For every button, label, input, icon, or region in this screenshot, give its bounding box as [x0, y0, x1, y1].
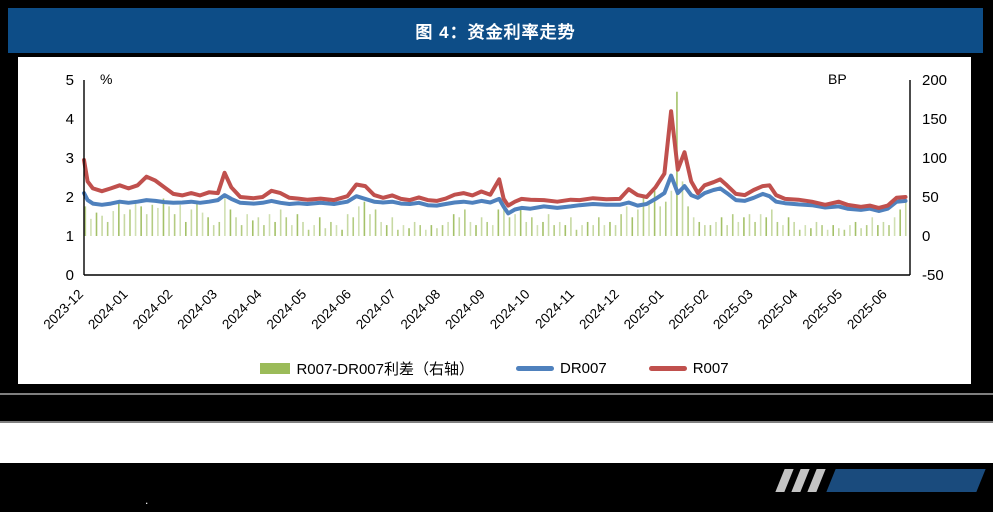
- figure-title: 图 4：资金利率走势: [415, 23, 576, 42]
- svg-text:2025-03: 2025-03: [710, 287, 756, 333]
- svg-text:0: 0: [922, 228, 930, 245]
- svg-text:2024-11: 2024-11: [532, 287, 577, 332]
- r007-line-swatch: [648, 365, 687, 371]
- brand-logo: [775, 469, 986, 492]
- chart-legend: R007-DR007利差（右轴） DR007 R007: [18, 356, 971, 380]
- svg-text:2025-02: 2025-02: [666, 287, 712, 333]
- svg-text:1: 1: [66, 228, 74, 245]
- svg-text:2024-04: 2024-04: [219, 286, 265, 332]
- figure-bottom-separator: [0, 393, 993, 395]
- svg-text:2024-12: 2024-12: [576, 287, 622, 333]
- svg-text:2024-06: 2024-06: [308, 287, 354, 333]
- svg-text:2024-09: 2024-09: [442, 287, 488, 333]
- svg-text:2023-12: 2023-12: [40, 287, 86, 333]
- figure-title-bar: 图 4：资金利率走势: [8, 8, 983, 53]
- svg-text:2024-01: 2024-01: [85, 287, 131, 333]
- svg-text:2025-04: 2025-04: [755, 286, 801, 332]
- legend-label-r007: R007: [692, 359, 729, 377]
- svg-text:4: 4: [66, 111, 74, 128]
- logo-slash-icon: [775, 469, 794, 492]
- svg-text:2024-10: 2024-10: [487, 287, 533, 333]
- logo-slash-icon: [791, 469, 810, 492]
- svg-text:2024-08: 2024-08: [398, 287, 444, 333]
- legend-item-spread: R007-DR007利差（右轴）: [260, 358, 474, 379]
- spread-bar-swatch: [260, 362, 291, 374]
- svg-text:2024-02: 2024-02: [130, 287, 176, 333]
- svg-text:2024-07: 2024-07: [353, 287, 399, 333]
- empty-text-strip: [0, 421, 993, 463]
- svg-text:2024-03: 2024-03: [174, 287, 220, 333]
- svg-text:0: 0: [66, 267, 74, 284]
- svg-text:2024-05: 2024-05: [264, 287, 310, 333]
- logo-bar-shape: [826, 469, 986, 492]
- legend-label-spread: R007-DR007利差（右轴）: [296, 360, 474, 378]
- svg-text:%: %: [100, 71, 112, 87]
- svg-text:3: 3: [66, 150, 74, 167]
- svg-text:50: 50: [922, 189, 939, 206]
- svg-text:5: 5: [66, 72, 74, 89]
- svg-text:2025-01: 2025-01: [621, 287, 667, 333]
- svg-text:2025-06: 2025-06: [844, 287, 890, 333]
- dr007-line-swatch: [516, 365, 554, 371]
- svg-text:200: 200: [922, 72, 947, 89]
- legend-item-r007: R007: [648, 359, 729, 377]
- chart-panel: 0 1 2 3 4 5 -50 0 50 100 150 200% BP 2023-12 2024-01 20…: [18, 57, 971, 384]
- svg-text:2025-05: 2025-05: [799, 287, 845, 333]
- svg-text:100: 100: [922, 150, 947, 167]
- svg-text:150: 150: [922, 111, 947, 128]
- stray-period-text: .: [145, 493, 149, 507]
- legend-item-dr007: DR007: [516, 360, 607, 377]
- svg-text:-50: -50: [922, 267, 944, 284]
- svg-text:BP: BP: [828, 71, 847, 87]
- logo-slash-icon: [807, 469, 826, 492]
- legend-label-dr007: DR007: [560, 359, 607, 377]
- svg-text:2: 2: [66, 189, 74, 206]
